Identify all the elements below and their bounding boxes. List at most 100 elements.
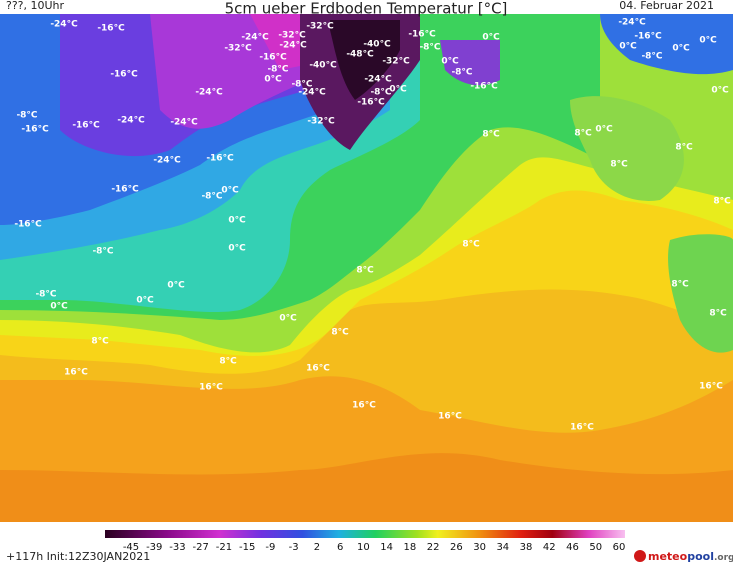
legend-tick: 38 [520,542,533,553]
legend-tick: -27 [193,542,209,553]
map-label: -24°C [364,75,392,85]
map-label: 0°C [711,86,729,96]
legend-tick: 18 [403,542,416,553]
logo: meteopool.org [648,550,733,563]
map-label: 16°C [438,412,462,422]
legend-tick: 42 [543,542,556,553]
run-info: +117h Init:12Z30JAN2021 [6,550,150,563]
logo-icon [634,550,646,562]
map-label: 8°C [709,309,727,319]
map-label: 8°C [482,130,500,140]
map-label: 0°C [619,42,637,52]
legend-tick: -3 [289,542,299,553]
map-label: -24°C [153,156,181,166]
map-label: 8°C [675,143,693,153]
map-label: -8°C [419,43,440,53]
map-label: 0°C [699,36,717,46]
map-label: -16°C [110,70,138,80]
legend-tick: -21 [216,542,232,553]
map-label: 16°C [64,368,88,378]
legend-tick: -33 [169,542,185,553]
legend-tick: 6 [337,542,343,553]
map-label: -24°C [241,33,269,43]
map-label: 0°C [389,85,407,95]
logo-c: .org [714,553,733,563]
map-label: -16°C [21,125,49,135]
map-label: -16°C [634,32,662,42]
map-label: -8°C [35,290,56,300]
map-label: 0°C [672,44,690,54]
map-label: -32°C [382,57,410,67]
legend-tick: 2 [314,542,320,553]
map-label: 0°C [264,75,282,85]
map-label: 16°C [199,383,223,393]
logo-a: meteo [648,550,688,563]
map-label: 16°C [352,401,376,411]
map-label: -8°C [291,80,312,90]
legend-tick: 46 [566,542,579,553]
map-label: -40°C [309,61,337,71]
map-label: 8°C [356,266,374,276]
map-label: 8°C [91,337,109,347]
map-label: -8°C [267,65,288,75]
map-label: 8°C [713,197,731,207]
map-label: -24°C [117,116,145,126]
map-label: 16°C [699,382,723,392]
map-label: 0°C [228,216,246,226]
legend-tick: 10 [357,542,370,553]
map-label: -16°C [97,24,125,34]
map-label: -8°C [370,88,391,98]
map-label: -24°C [50,20,78,30]
legend-tick: 60 [613,542,626,553]
legend-tick: 22 [427,542,440,553]
map-label: 0°C [441,57,459,67]
map-label: 0°C [221,186,239,196]
colorbar [105,530,625,538]
map-label: -16°C [206,154,234,164]
legend-tick: 34 [496,542,509,553]
map-label: -24°C [279,41,307,51]
legend-tick: 26 [450,542,463,553]
map-label: -8°C [92,247,113,257]
map-label: 0°C [595,125,613,135]
logo-b: pool [687,550,714,563]
map-label: 8°C [331,328,349,338]
map-label: -24°C [298,88,326,98]
map-label: -16°C [72,121,100,131]
legend-tick: -15 [239,542,255,553]
map-label: 0°C [136,296,154,306]
legend-tick: -45 [123,542,139,553]
map-label: -24°C [618,18,646,28]
map-label: 8°C [671,280,689,290]
map-label: -16°C [408,30,436,40]
map-label: -32°C [278,31,306,41]
map-label: 16°C [306,364,330,374]
legend-tick: 14 [380,542,393,553]
map-label: -24°C [195,88,223,98]
map-label: -8°C [451,68,472,78]
map-label: -40°C [363,40,391,50]
legend-tick: -9 [265,542,275,553]
map-label: 0°C [167,281,185,291]
map-label: -24°C [170,118,198,128]
legend-tick: 50 [589,542,602,553]
header-left: ???, 10Uhr [6,0,65,12]
map-label: -8°C [201,192,222,202]
title: 5cm ueber Erdboden Temperatur [°C] [225,0,508,18]
legend-tick: 30 [473,542,486,553]
map-label: 0°C [279,314,297,324]
map-label: -16°C [357,98,385,108]
map-label: 0°C [482,33,500,43]
map [0,14,733,522]
map-label: -16°C [14,220,42,230]
map-label: -32°C [306,22,334,32]
map-label: 8°C [219,357,237,367]
map-label: -16°C [111,185,139,195]
date: 04. Februar 2021 [619,0,714,12]
map-label: 16°C [570,423,594,433]
map-label: 0°C [228,244,246,254]
map-label: -16°C [470,82,498,92]
map-label: 8°C [574,129,592,139]
map-label: -16°C [259,53,287,63]
